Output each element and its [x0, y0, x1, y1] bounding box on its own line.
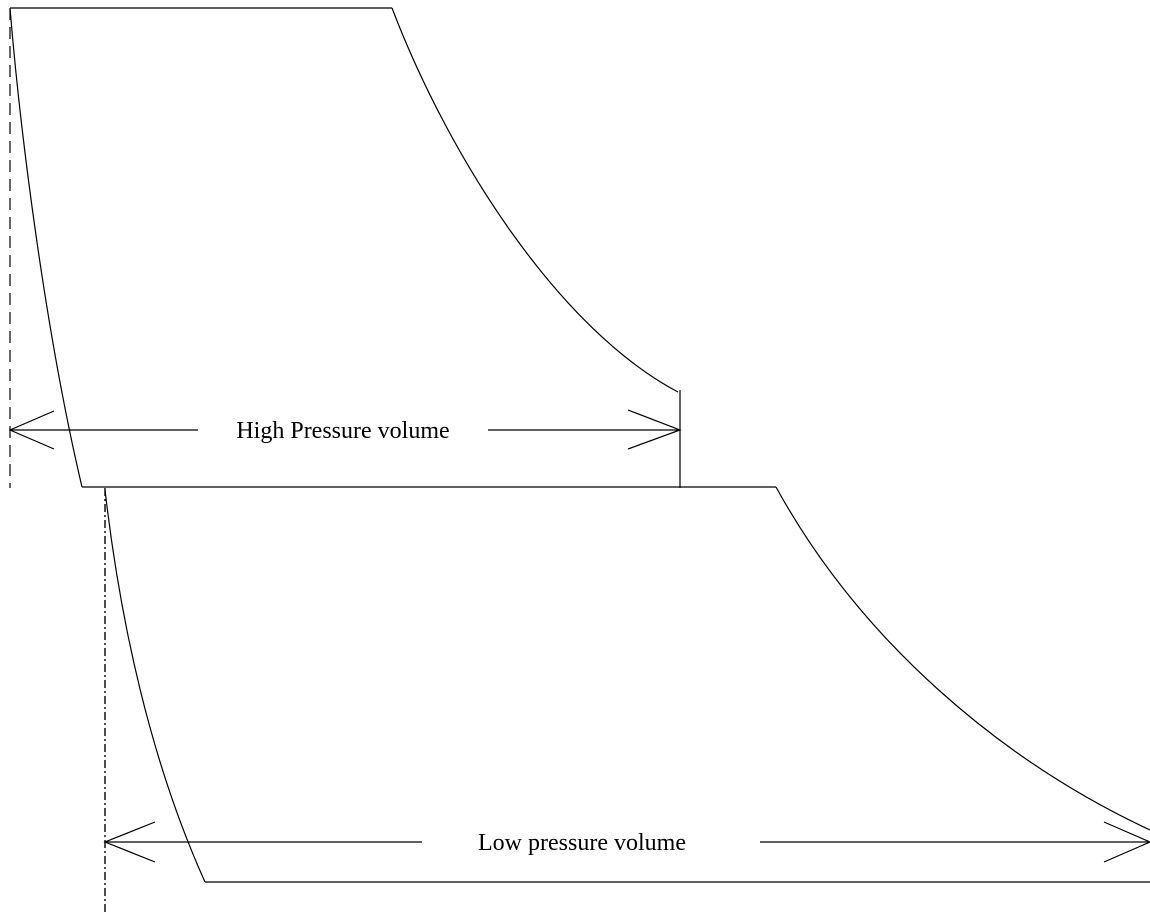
low-pressure-diagram: Low pressure volume — [105, 487, 1150, 913]
lp-compression-curve — [105, 490, 205, 882]
hp-expansion-curve — [392, 8, 678, 392]
hp-volume-label: High Pressure volume — [236, 418, 449, 444]
lp-volume-label: Low pressure volume — [478, 830, 686, 856]
lp-expansion-curve — [776, 487, 1150, 830]
hp-compression-curve — [10, 8, 82, 487]
high-pressure-diagram: High Pressure volume — [10, 8, 776, 488]
